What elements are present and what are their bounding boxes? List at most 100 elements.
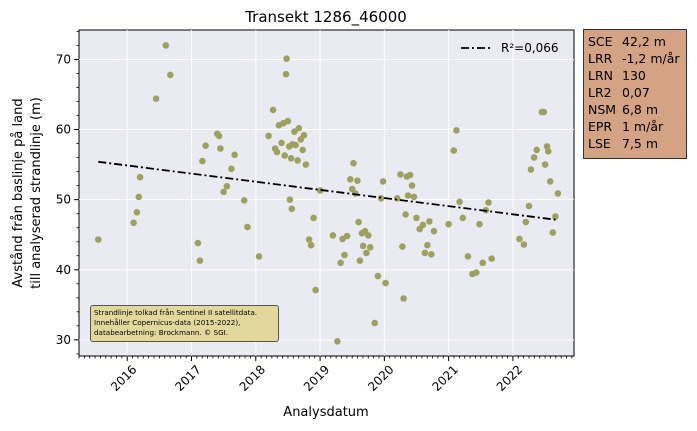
data-point <box>295 124 303 132</box>
x-tick-label: 2018 <box>237 362 268 393</box>
data-point <box>255 253 263 260</box>
data-point <box>402 211 409 218</box>
y-axis-label-line-2: till analyserad strandlinje (m) <box>29 97 44 289</box>
data-point <box>167 71 174 79</box>
stats-value: 42,2 m <box>622 34 666 49</box>
data-point <box>525 202 533 210</box>
stats-box: SCE 42,2 m LRR -1,2 m/år LRN 130 LR2 0,07 NS… <box>583 29 687 159</box>
data-point <box>223 183 231 190</box>
data-point <box>199 157 206 165</box>
data-point <box>479 259 487 267</box>
stats-value: 1 m/år <box>622 119 664 134</box>
data-point <box>379 178 387 185</box>
y-tick-label: 50 <box>56 193 71 207</box>
data-point <box>421 249 429 257</box>
data-point <box>283 55 290 62</box>
data-point <box>136 173 144 181</box>
data-point <box>215 132 223 140</box>
data-point <box>220 188 227 196</box>
data-points <box>95 42 562 345</box>
data-point <box>527 166 535 173</box>
x-tick-label: 2022 <box>494 362 525 393</box>
data-point <box>545 148 552 155</box>
stats-row-nsm: NSM 6,8 m <box>588 101 682 118</box>
data-point <box>541 161 549 168</box>
y-tick-label: 40 <box>56 263 71 277</box>
stats-value: -1,2 m/år <box>622 51 680 66</box>
data-point <box>428 251 435 258</box>
data-point <box>485 199 492 206</box>
data-point <box>294 157 301 164</box>
data-point <box>410 193 418 201</box>
data-point <box>530 154 538 161</box>
data-point <box>292 141 299 149</box>
data-point <box>312 286 319 294</box>
data-point <box>244 223 251 231</box>
data-point <box>404 192 412 199</box>
data-point <box>287 155 295 162</box>
data-point <box>299 146 307 154</box>
x-tick-label: 2021 <box>429 362 460 393</box>
data-point <box>265 132 272 140</box>
data-point <box>476 220 483 228</box>
plot-area <box>78 29 575 357</box>
data-point <box>281 152 289 159</box>
data-point <box>350 159 357 167</box>
data-point <box>228 165 235 173</box>
data-point <box>546 178 554 185</box>
data-point <box>316 187 324 194</box>
data-point <box>445 220 452 228</box>
legend-label: R²=0,066 <box>501 41 559 55</box>
stats-row-lrr: LRR -1,2 m/år <box>588 50 682 67</box>
data-point <box>406 171 414 179</box>
data-point <box>453 127 460 134</box>
stats-value: 130 <box>622 68 646 83</box>
data-point <box>371 319 379 327</box>
stats-value: 6,8 m <box>622 102 659 117</box>
chart-title: Transekt 1286_46000 <box>244 8 407 27</box>
data-point <box>533 146 540 154</box>
stats-key: LRN <box>588 68 613 83</box>
stats-key: NSM <box>588 102 617 117</box>
data-source-note: Strandlinje tolkad från Sentinel II sate… <box>90 305 279 342</box>
data-point <box>341 251 348 259</box>
y-tick-label: 60 <box>56 123 71 137</box>
data-point <box>363 249 370 257</box>
data-point <box>400 295 407 302</box>
note-line: databearbetning: Brockmann. © SGI. <box>94 328 229 337</box>
data-point <box>202 142 209 149</box>
data-point <box>459 214 467 222</box>
data-point <box>426 218 433 225</box>
x-tick-label: 2016 <box>108 362 139 393</box>
note-line: Innehåller Copernicus-data (2015-2022), <box>94 318 241 327</box>
data-point <box>130 219 137 227</box>
stats-key: SCE <box>588 34 613 49</box>
data-point <box>347 176 354 183</box>
data-point <box>424 241 431 249</box>
data-point <box>522 218 530 226</box>
data-point <box>554 190 562 197</box>
data-point <box>217 145 224 152</box>
data-point <box>365 232 372 239</box>
x-tick-label: 2020 <box>365 362 396 393</box>
data-point <box>307 241 315 249</box>
stats-row-sce: SCE 42,2 m <box>588 33 682 50</box>
data-point <box>520 241 528 248</box>
grid <box>79 30 574 356</box>
data-point <box>366 244 374 251</box>
data-point <box>310 214 317 222</box>
data-point <box>552 213 559 220</box>
data-point <box>419 221 427 229</box>
data-point <box>488 255 496 262</box>
stats-row-epr: EPR 1 m/år <box>588 118 682 135</box>
stats-key: EPR <box>588 119 613 134</box>
data-point <box>302 161 310 168</box>
data-point <box>464 253 472 260</box>
stats-key: LSE <box>588 136 611 151</box>
data-point <box>382 279 389 287</box>
x-axis-label: Analysdatum <box>283 405 368 420</box>
legend: R²=0,066 <box>461 41 559 55</box>
data-point <box>284 117 292 125</box>
data-point <box>329 232 337 239</box>
